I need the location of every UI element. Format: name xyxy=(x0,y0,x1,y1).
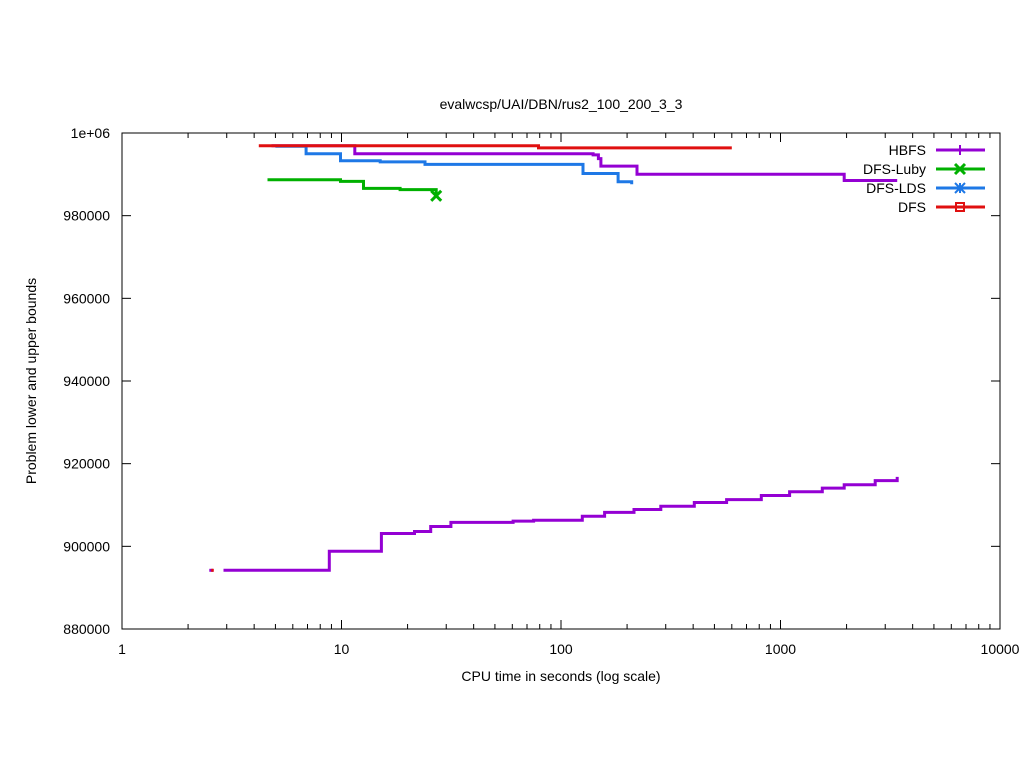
legend-label: DFS xyxy=(898,199,926,215)
y-tick-label: 980000 xyxy=(63,208,110,224)
legend-label: DFS-Luby xyxy=(863,161,926,177)
legend-marker xyxy=(955,145,965,155)
y-tick-label: 1e+06 xyxy=(71,125,111,141)
legend-label: DFS-LDS xyxy=(866,180,926,196)
series-point-dfs-luby xyxy=(430,189,443,202)
plot-frame xyxy=(121,132,1001,630)
x-tick-label: 1000 xyxy=(765,641,796,657)
y-tick-label: 940000 xyxy=(63,373,110,389)
legend-marker xyxy=(953,162,967,176)
y-tick-label: 960000 xyxy=(63,290,110,306)
y-tick-label: 920000 xyxy=(63,456,110,472)
y-tick-label: 880000 xyxy=(63,621,110,637)
y-axis-label: Problem lower and upper bounds xyxy=(23,278,39,484)
x-axis-label: CPU time in seconds (log scale) xyxy=(461,668,660,684)
legend-marker xyxy=(954,182,966,194)
x-tick-label: 10 xyxy=(334,641,350,657)
x-tick-label: 100 xyxy=(549,641,573,657)
axis-tick-labels: 1 10 100 1000 10000 880000 900000 920000 940000 9… xyxy=(63,125,1019,657)
legend-marker xyxy=(955,202,965,212)
legend-label: HBFS xyxy=(889,142,926,158)
chart-title: evalwcsp/UAI/DBN/rus2_100_200_3_3 xyxy=(440,96,683,112)
legend-item-dfs-lds: DFS-LDS xyxy=(866,180,985,196)
legend-item-dfs: DFS xyxy=(898,199,985,215)
y-tick-label: 900000 xyxy=(63,538,110,554)
x-tick-label: 1 xyxy=(118,641,126,657)
series-line-hbfs xyxy=(271,144,898,182)
legend: HBFS DFS-Luby DFS-LDS DFS xyxy=(863,142,985,215)
series-line-dfs-lds xyxy=(275,144,634,185)
legend-item-hbfs: HBFS xyxy=(889,142,985,158)
series-line-dfs xyxy=(258,144,732,150)
series-layer xyxy=(209,144,899,572)
series-line-hbfs xyxy=(223,476,899,572)
x-tick-label: 10000 xyxy=(981,641,1020,657)
series-line-dfs-luby xyxy=(267,178,438,195)
axis-ticks xyxy=(121,132,1001,630)
legend-item-dfs-luby: DFS-Luby xyxy=(863,161,985,177)
